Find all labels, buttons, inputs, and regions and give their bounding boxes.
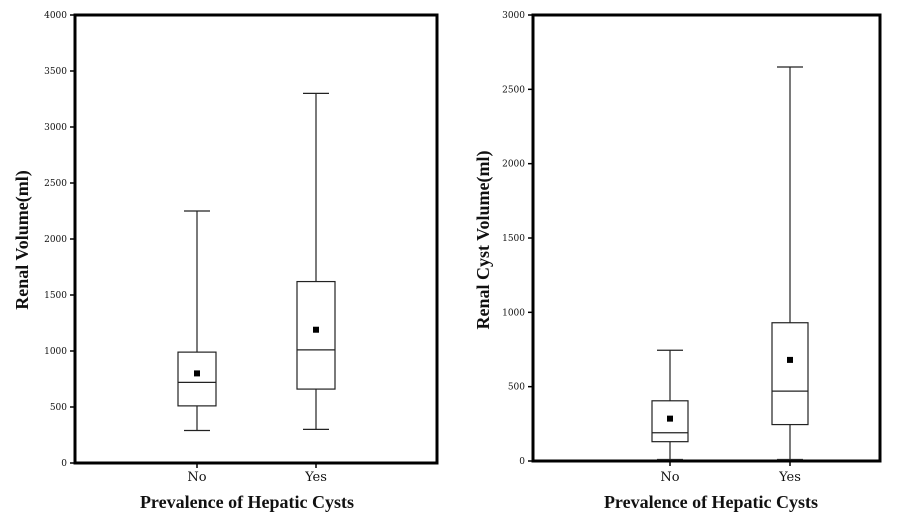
y-tick-label: 3000 <box>502 11 525 21</box>
y-tick-label: 0 <box>519 457 525 467</box>
x-category-label: Yes <box>304 470 327 485</box>
y-axis-title: Renal Cyst Volume(ml) <box>473 150 494 329</box>
y-tick-label: 500 <box>50 403 67 413</box>
x-category-label: No <box>187 470 206 485</box>
iqr-box <box>771 322 809 426</box>
y-tick-label: 3000 <box>44 123 67 133</box>
mean-marker <box>667 415 673 422</box>
right-panel-renal-cyst-volume: 0 500 1000 1500 2000 2500 3000 No Yes Renal Cyst … <box>473 11 882 512</box>
x-axis-title: Prevalence of Hepatic Cysts <box>604 492 818 512</box>
y-tick-label: 2000 <box>44 235 67 245</box>
y-tick-label: 2000 <box>502 160 525 170</box>
y-tick-label: 1500 <box>44 291 67 301</box>
x-category-label: Yes <box>778 470 801 485</box>
plot-frame <box>531 13 882 463</box>
y-tick-label: 2500 <box>502 85 525 95</box>
left-panel-renal-volume: 0 500 1000 1500 2000 2500 3000 3500 4000 No Yes Ren… <box>12 11 439 512</box>
mean-marker <box>194 370 200 377</box>
y-tick-label: 1000 <box>44 347 67 357</box>
y-tick-label: 3500 <box>44 67 67 77</box>
y-tick-label: 0 <box>61 459 67 469</box>
x-axis-title: Prevalence of Hepatic Cysts <box>140 492 354 512</box>
mean-marker <box>313 326 319 333</box>
y-axis-title: Renal Volume(ml) <box>12 170 33 310</box>
y-tick-label: 1000 <box>502 308 525 318</box>
mean-marker <box>787 356 793 363</box>
x-category-label: No <box>660 470 679 485</box>
iqr-box <box>177 351 217 407</box>
y-tick-label: 1500 <box>502 234 525 244</box>
plot-frame <box>73 13 439 465</box>
iqr-box <box>296 280 336 390</box>
y-tick-label: 2500 <box>44 179 67 189</box>
y-tick-label: 500 <box>508 383 525 393</box>
y-tick-label: 4000 <box>44 11 67 21</box>
